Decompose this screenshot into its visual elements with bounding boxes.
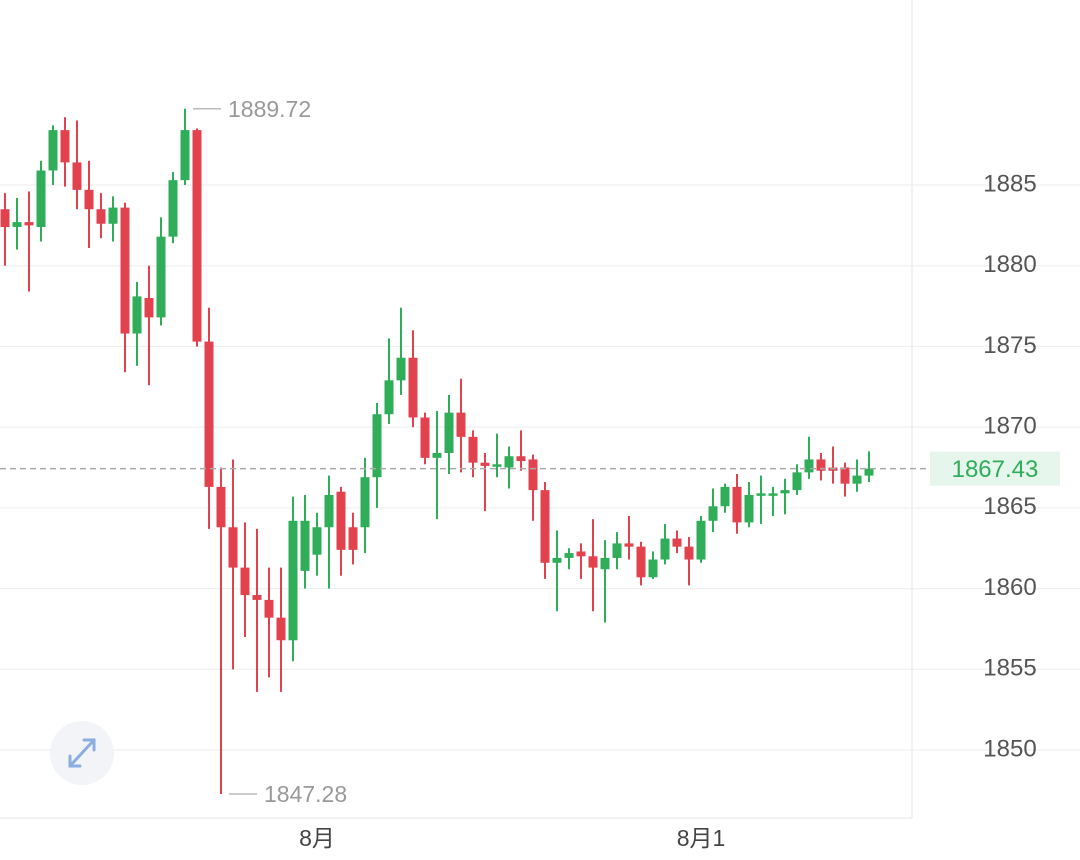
candle-body (468, 436, 478, 463)
candle-body (528, 459, 538, 491)
candle-body (240, 567, 250, 596)
candle-body (372, 414, 382, 478)
candle-body (156, 236, 166, 318)
candle-body (396, 357, 406, 381)
candle-body (624, 543, 634, 547)
candle-body (756, 493, 766, 496)
candle-body (12, 222, 22, 227)
y-tick-label: 1855 (983, 655, 1036, 682)
candle-body (564, 553, 574, 558)
candle-body (216, 486, 226, 528)
candle-body (48, 130, 58, 171)
y-tick-label: 1870 (983, 413, 1036, 440)
candle-body (696, 520, 706, 560)
candle-body (600, 557, 610, 570)
candle-body (36, 170, 46, 227)
min-label: 1847.28 (264, 781, 347, 807)
candle-body (348, 527, 358, 550)
y-tick-label: 1865 (983, 493, 1036, 520)
candle-body (276, 617, 286, 641)
candle-body (660, 538, 670, 560)
expand-icon[interactable] (68, 738, 96, 768)
candle-body (408, 357, 418, 418)
candle-body (192, 130, 202, 342)
candle-body (108, 207, 118, 224)
candle-body (636, 546, 646, 578)
candle-body (24, 222, 34, 226)
candle-body (552, 557, 562, 563)
candle-body (456, 412, 466, 437)
candle-body (744, 494, 754, 523)
candle-body (648, 559, 658, 578)
candle-body (480, 462, 490, 466)
candle-body (732, 486, 742, 523)
candle-body (504, 456, 514, 468)
candle-body (780, 490, 790, 494)
candle-body (432, 452, 442, 458)
candle-body (588, 556, 598, 568)
candle-body (96, 209, 106, 224)
y-tick-label: 1860 (983, 574, 1036, 601)
candle-body (264, 599, 274, 618)
candle-body (252, 595, 262, 600)
candle-body (312, 527, 322, 555)
candle-body (144, 298, 154, 318)
candle-body (336, 491, 346, 550)
candle-body (384, 380, 394, 415)
y-tick-label: 1850 (983, 735, 1036, 762)
y-tick-label: 1880 (983, 251, 1036, 278)
candle-body (684, 546, 694, 560)
candle-body (180, 130, 190, 181)
x-tick-label: 8月 (299, 825, 335, 851)
candle-body (324, 494, 334, 528)
x-tick-label: 8月1 (677, 825, 726, 851)
max-label: 1889.72 (228, 96, 311, 122)
candle-body (864, 468, 874, 476)
candle-body (0, 209, 10, 227)
candle-body (444, 412, 454, 453)
candle-body (60, 130, 70, 163)
candle-body (228, 527, 238, 568)
current-price-label: 1867.43 (952, 456, 1039, 483)
candle-body (852, 475, 862, 484)
candle-body (768, 493, 778, 496)
candle-body (540, 490, 550, 563)
candle-body (516, 456, 526, 462)
candle-body (576, 551, 586, 557)
current-price-bg (930, 451, 1060, 486)
candle-body (492, 464, 502, 467)
candle-body (720, 486, 730, 507)
y-tick-label: 1875 (983, 332, 1036, 359)
candle-body (840, 467, 850, 484)
y-tick-label: 1885 (983, 170, 1036, 197)
candle-body (816, 459, 826, 471)
candle-body (672, 538, 682, 547)
candle-body (72, 162, 82, 190)
candle-body (204, 341, 214, 487)
candle-body (360, 477, 370, 528)
candle-body (300, 520, 310, 571)
candle-body (168, 180, 178, 237)
expand-button[interactable] (50, 721, 114, 785)
candle-body (288, 520, 298, 641)
candle-body (804, 459, 814, 473)
candle-body (612, 543, 622, 558)
candle-body (792, 472, 802, 491)
candle-body (708, 506, 718, 521)
candle-body (132, 296, 142, 334)
candle-body (84, 189, 94, 210)
candle-body (120, 207, 130, 334)
candle-body (420, 417, 430, 458)
